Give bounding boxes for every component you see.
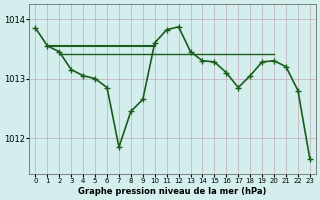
- X-axis label: Graphe pression niveau de la mer (hPa): Graphe pression niveau de la mer (hPa): [78, 187, 267, 196]
